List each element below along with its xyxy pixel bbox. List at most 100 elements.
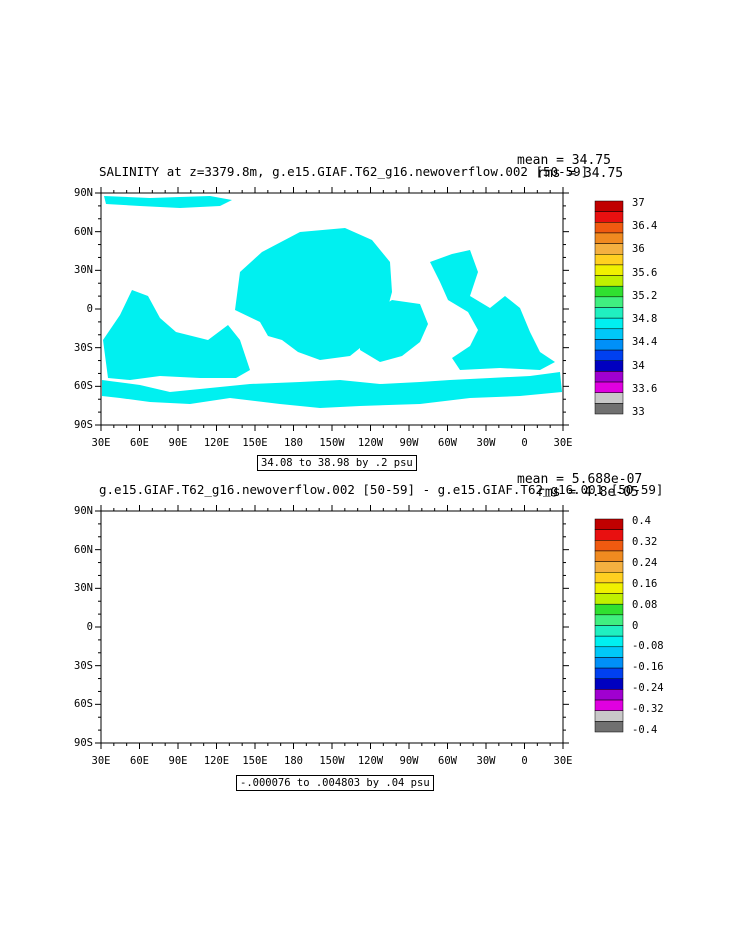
contour-line — [353, 716, 358, 717]
contour-line — [331, 659, 337, 660]
contour-line — [302, 652, 309, 653]
contour-line — [257, 524, 259, 525]
lon-label: 0 — [521, 755, 528, 767]
contour-line — [181, 547, 185, 548]
contour-line — [356, 639, 360, 640]
contour-line — [153, 559, 159, 560]
contour-line — [488, 668, 493, 669]
lon-label: 120W — [357, 437, 384, 449]
lon-label: 150E — [242, 437, 268, 449]
lon-label: 180 — [284, 437, 303, 449]
contour-line — [477, 715, 479, 716]
ocean-region — [452, 686, 500, 698]
contour-line — [312, 555, 318, 556]
contour-line — [375, 596, 382, 597]
contour-line — [290, 626, 294, 627]
contour-line — [333, 607, 339, 608]
contour-line — [468, 659, 473, 660]
contour-line — [313, 627, 320, 628]
contour-line — [455, 624, 458, 625]
contour-line — [231, 553, 237, 554]
lon-label: 150W — [319, 437, 345, 449]
ocean-region — [104, 196, 232, 208]
contour-line — [295, 663, 299, 664]
panel-title: SALINITY at z=3379.8m, g.e15.GIAF.T62_g1… — [99, 164, 589, 179]
contour-line — [116, 693, 120, 694]
contour-line — [368, 547, 372, 548]
contour-line — [544, 552, 547, 553]
contour-line — [546, 621, 550, 622]
contour-line — [546, 591, 552, 592]
contour-line — [297, 627, 302, 628]
contour-line — [549, 667, 556, 668]
contour-line — [367, 556, 373, 557]
contour-line — [133, 588, 137, 589]
legend-swatch — [594, 540, 624, 552]
contour-line — [296, 520, 301, 521]
contour-line — [287, 571, 292, 572]
contour-line — [522, 649, 528, 650]
contour-line — [304, 634, 306, 635]
contour-line — [458, 569, 461, 570]
lon-label: 180 — [284, 755, 303, 767]
contour-line — [150, 532, 156, 533]
contour-line — [218, 648, 222, 649]
contour-line — [301, 531, 304, 532]
contour-line — [422, 628, 428, 629]
contour-line — [230, 671, 236, 672]
legend-swatch — [594, 381, 624, 393]
legend-swatch — [594, 625, 624, 637]
contour-line — [447, 663, 451, 664]
contour-line — [112, 618, 116, 619]
contour-line — [475, 566, 482, 567]
contour-line — [477, 673, 479, 674]
contour-line — [185, 524, 187, 525]
contour-line — [116, 567, 119, 568]
contour-line — [514, 657, 520, 658]
legend-label: 0.24 — [632, 556, 658, 569]
contour-line — [523, 527, 528, 528]
legend-swatch — [594, 678, 624, 690]
legend-label: -0.4 — [632, 724, 658, 736]
contour-line — [217, 608, 219, 609]
contour-interval-label: 34.08 to 38.98 by .2 psu — [257, 455, 417, 471]
legend-swatch — [594, 211, 624, 223]
contour-line — [541, 642, 545, 643]
contour-line — [405, 618, 412, 619]
contour-line — [420, 674, 426, 675]
contour-line — [457, 657, 460, 658]
contour-line — [184, 604, 187, 605]
legend-label: 37 — [632, 197, 645, 209]
contour-line — [304, 712, 311, 713]
contour-line — [505, 708, 509, 709]
contour-line — [115, 585, 120, 586]
contour-line — [119, 579, 124, 580]
contour-line — [147, 660, 153, 661]
contour-line — [192, 650, 195, 651]
contour-line — [306, 593, 311, 594]
contour-line — [274, 665, 278, 666]
contour-line — [163, 555, 167, 556]
lat-label: 60S — [74, 380, 93, 393]
contour-line — [166, 676, 172, 677]
contour-line — [139, 589, 142, 590]
contour-line — [346, 571, 350, 572]
contour-line — [502, 640, 505, 641]
legend-label: -0.16 — [632, 661, 664, 674]
lon-label: 150W — [319, 755, 345, 767]
contour-line — [372, 600, 375, 601]
legend-swatch — [594, 518, 624, 530]
contour-line — [211, 630, 216, 631]
ocean-region — [104, 514, 232, 526]
contour-line — [541, 689, 543, 690]
legend-swatch — [594, 243, 624, 255]
legend-label: 0 — [632, 619, 639, 632]
lat-label: 30N — [74, 582, 93, 595]
contour-line — [520, 642, 526, 643]
contour-line — [216, 694, 220, 695]
lon-label: 60E — [130, 755, 149, 767]
contour-line — [289, 637, 293, 638]
contour-line — [307, 628, 309, 629]
legend-swatch — [594, 699, 624, 711]
contour-line — [438, 616, 445, 617]
